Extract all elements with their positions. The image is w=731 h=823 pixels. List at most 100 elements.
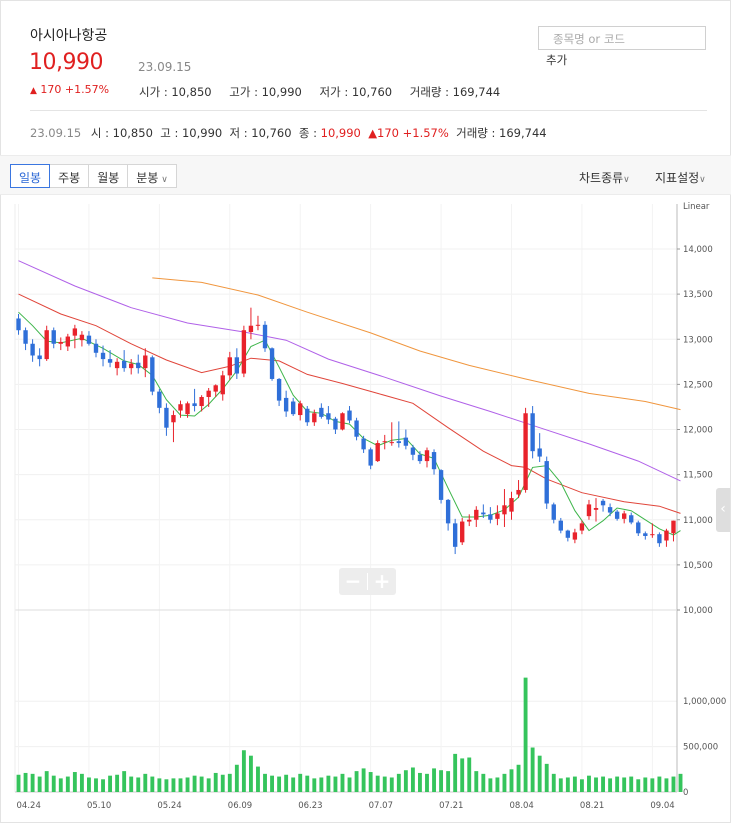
indicator-settings-dropdown[interactable]: 지표설정∨ <box>655 169 706 186</box>
candle <box>262 321 268 352</box>
chevron-left-icon[interactable]: ‹ <box>716 488 730 532</box>
candle-body <box>537 448 542 457</box>
volume-bar <box>30 773 35 792</box>
candle <box>410 444 416 461</box>
zoom-in-button[interactable]: + <box>373 569 391 593</box>
volume-bar <box>129 776 134 792</box>
candle-body <box>643 533 648 536</box>
candle <box>347 406 352 424</box>
candle <box>516 480 521 499</box>
chevron-down-icon: ∨ <box>623 175 630 185</box>
candle-body <box>530 413 535 452</box>
tab-weekly[interactable]: 주봉 <box>49 164 90 188</box>
tab-daily[interactable]: 일봉 <box>10 164 51 188</box>
volume-tick-label: 0 <box>683 788 688 798</box>
x-tick-label: 05.10 <box>87 801 111 811</box>
candle-body <box>509 498 514 512</box>
price-tick-label: 11,000 <box>683 516 713 526</box>
candle-body <box>185 403 190 415</box>
candle-body <box>614 511 620 519</box>
candle-body <box>16 318 21 331</box>
volume-bar <box>664 778 669 792</box>
summary-open: 시 : 10,850 <box>90 126 153 140</box>
volume-bar <box>319 777 324 792</box>
candle <box>283 390 289 417</box>
candle <box>452 518 458 555</box>
volume-bar <box>418 772 422 792</box>
volume-bar <box>481 773 486 792</box>
volume-bar <box>361 768 366 792</box>
candle <box>178 400 183 418</box>
volume-bar <box>108 775 113 792</box>
candle-body <box>93 343 99 353</box>
price-change-value: 170 +1.57% <box>40 83 110 96</box>
volume-bar <box>622 777 627 792</box>
candle-body <box>657 534 662 544</box>
chart-type-dropdown[interactable]: 차트종류∨ <box>579 169 630 186</box>
candle-body <box>495 513 500 519</box>
candle <box>143 348 148 378</box>
candle-body <box>290 401 296 415</box>
candle-body <box>424 450 430 462</box>
high-price: 고가 : 10,990 <box>229 85 302 99</box>
volume-bar <box>143 773 148 792</box>
candle-body <box>86 335 92 344</box>
candle <box>474 506 479 527</box>
x-tick-label: 07.07 <box>369 801 393 811</box>
volume-bar <box>326 775 331 792</box>
volume-bar <box>558 778 563 792</box>
add-button[interactable]: 추가 <box>546 53 568 67</box>
zoom-out-button[interactable]: − <box>344 569 362 593</box>
tab-monthly[interactable]: 월봉 <box>88 164 129 188</box>
volume-bar <box>565 777 570 792</box>
candle <box>607 503 613 517</box>
price-tick-label: 12,500 <box>683 380 713 390</box>
scale-mode-label: Linear <box>683 202 710 212</box>
candle <box>593 498 599 522</box>
candle-body <box>312 413 317 423</box>
volume-bar <box>572 776 577 792</box>
candle <box>269 347 275 381</box>
candle <box>509 491 514 520</box>
candle <box>290 397 296 416</box>
candle-body <box>58 341 63 344</box>
chevron-down-icon: ∨ <box>699 175 706 185</box>
volume-bar <box>94 778 98 792</box>
stock-name: 아시아나항공 <box>30 28 108 44</box>
candle-body <box>100 352 106 360</box>
daily-summary: 23.09.15 시 : 10,850 고 : 10,990 저 : 10,76… <box>30 125 547 141</box>
candle-body <box>586 504 592 517</box>
candle-body <box>445 499 451 524</box>
candle-body <box>319 407 324 417</box>
candle <box>333 416 338 435</box>
candle <box>544 456 549 509</box>
candle <box>220 370 225 401</box>
volume-bar <box>312 778 317 792</box>
volume-bar <box>284 774 289 792</box>
x-tick-label: 09.04 <box>650 801 674 811</box>
summary-change: ▲170 +1.57% <box>368 126 449 140</box>
volume-bar <box>347 777 352 792</box>
stock-search-input[interactable]: 종목명 or 코드 <box>538 26 706 50</box>
volume-bar <box>579 779 584 792</box>
candle-body <box>150 357 155 392</box>
candle-body <box>37 355 42 360</box>
volume-bar <box>382 776 387 792</box>
candle-body <box>572 532 578 540</box>
candle <box>58 337 63 351</box>
volume-bar <box>509 769 514 792</box>
candle-body <box>255 324 261 326</box>
price-volume-chart[interactable]: Linear 14,000 13,500 13,000 12,500 12,000 11,5… <box>0 196 731 823</box>
candle-body <box>157 391 162 408</box>
tab-minute[interactable]: 분봉 ∨ <box>127 164 177 188</box>
candle <box>629 512 634 525</box>
candle-body <box>523 413 528 490</box>
candle-body <box>220 375 225 395</box>
volume-bar <box>460 758 465 792</box>
candle <box>495 505 500 526</box>
candle-body <box>326 413 331 420</box>
candle-body <box>143 355 148 369</box>
candle-body <box>241 330 247 374</box>
candle <box>65 333 71 351</box>
price-date: 23.09.15 <box>138 60 192 74</box>
